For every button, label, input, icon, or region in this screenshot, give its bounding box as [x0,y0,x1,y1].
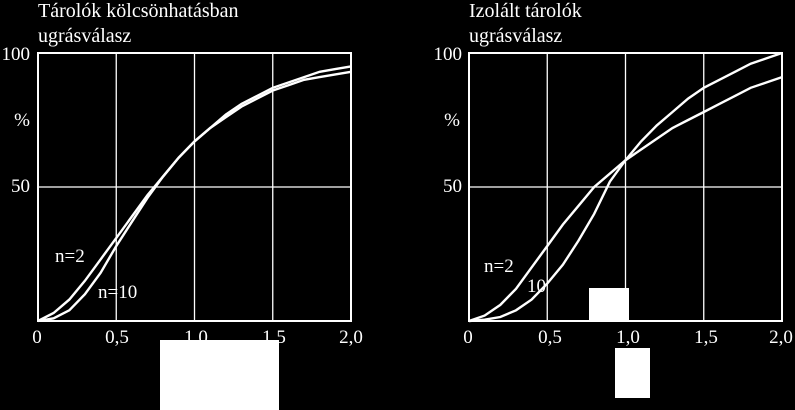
chart-right-xtick-1-5: 1,5 [694,327,718,348]
chart-right-annotation-n2: n=2 [484,256,514,277]
chart-left-xtick-2-0: 2,0 [339,327,363,348]
chart-right-ytick-100: 100 [434,44,463,65]
chart-left-annotation-n10: n=10 [98,282,137,303]
chart-right-annotation-10: 10 [527,276,546,297]
white-redaction-box [615,348,650,398]
chart-left-ytick-50: 50 [11,176,30,197]
chart-right: Izolált tárolók ugrásválasz 100 % 50 0 0… [434,0,793,348]
chart-left-annotation-n2: n=2 [55,246,85,267]
chart-left-plot-frame [37,52,352,322]
chart-left: Tárolók kölcsönhatásban ugrásválasz 100 … [2,0,363,348]
white-redaction-box [589,288,629,321]
chart-right-grid [469,53,782,321]
chart-right-xtick-1-0: 1,0 [616,327,640,348]
chart-left-ylabel: % [14,110,30,131]
chart-right-xtick-2-0: 2,0 [769,327,793,348]
chart-right-title: Izolált tárolók [469,0,582,22]
chart-right-subtitle: ugrásválasz [469,25,562,47]
chart-right-ytick-50: 50 [443,176,462,197]
chart-right-xtick-0-5: 0,5 [538,327,562,348]
chart-left-xtick-0-5: 0,5 [105,327,129,348]
chart-left-series-n10-line [37,70,352,323]
chart-left-origin-label: 0 [32,327,42,348]
chart-right-ylabel: % [444,110,460,131]
white-redaction-box [160,340,279,410]
chart-left-subtitle: ugrásválasz [38,25,131,47]
chart-left-grid [38,53,351,321]
chart-left-ytick-100: 100 [2,44,31,65]
chart-right-series-10-line [468,51,783,323]
chart-left-title: Tárolók kölcsönhatásban [38,0,239,22]
chart-right-origin-label: 0 [463,327,473,348]
